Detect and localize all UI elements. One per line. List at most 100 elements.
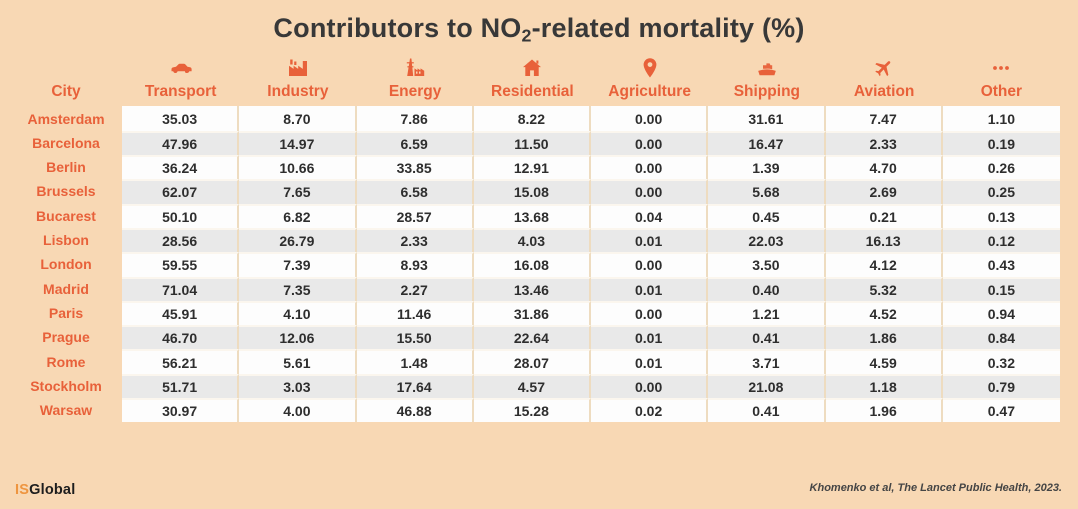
value-cell: 1.10	[942, 106, 1060, 131]
value-cell: 11.46	[356, 300, 474, 326]
city-label: Amsterdam	[27, 110, 105, 127]
logo-suffix: Global	[29, 482, 76, 498]
value-cell: 0.12	[942, 227, 1060, 253]
isglobal-logo: ISGlobal	[15, 482, 75, 498]
value-cell: 0.00	[591, 373, 709, 399]
table-row: Warsaw 30.97 4.00 46.88 15.28 0.02 0.41 1.96 0.4…	[10, 398, 1060, 423]
factory-icon	[285, 54, 311, 80]
table-row: Lisbon 28.56 26.79 2.33 4.03 0.01 22.03 16.13 0.…	[10, 227, 1060, 253]
column-header-label: Transport	[144, 83, 217, 101]
city-label: Lisbon	[43, 232, 89, 249]
value-cell: 50.10	[122, 203, 240, 228]
value-cell: 31.86	[473, 300, 591, 326]
value-cell: 3.71	[708, 349, 826, 374]
car-icon	[168, 54, 194, 80]
value-cell: 0.40	[708, 276, 826, 301]
value-cell: 7.35	[239, 276, 357, 301]
value-cell: 4.00	[239, 398, 357, 423]
value-cell: 7.65	[239, 179, 357, 204]
column-header-label: Energy	[388, 83, 442, 101]
city-label: Prague	[42, 329, 90, 346]
value-cell: 0.45	[708, 203, 826, 228]
column-header-agriculture: Agriculture	[591, 54, 708, 104]
value-cell: 1.18	[825, 373, 943, 399]
value-cell: 0.01	[591, 227, 709, 253]
value-cell: 17.64	[356, 373, 474, 399]
value-cell: 16.47	[708, 130, 826, 156]
value-cell: 5.68	[708, 179, 826, 204]
value-cell: 56.21	[122, 349, 240, 374]
value-cell: 2.69	[825, 179, 943, 204]
value-cell: 0.00	[591, 179, 709, 204]
table-row: Brussels 62.07 7.65 6.58 15.08 0.00 5.68 2.69 0.…	[10, 179, 1060, 204]
value-cell: 0.00	[591, 155, 709, 180]
value-cell: 2.33	[356, 227, 474, 253]
value-cell: 0.13	[942, 203, 1060, 228]
value-cell: 0.01	[591, 276, 709, 301]
value-cell: 12.91	[473, 155, 591, 180]
value-cell: 6.82	[239, 203, 357, 228]
city-label: Madrid	[43, 280, 89, 297]
value-cell: 46.70	[122, 325, 240, 350]
table-row: Prague 46.70 12.06 15.50 22.64 0.01 0.41 1.86 0.…	[10, 325, 1060, 350]
value-cell: 15.08	[473, 179, 591, 204]
column-header-label: Other	[980, 83, 1023, 101]
value-cell: 1.86	[825, 325, 943, 350]
ellipsis-icon	[988, 54, 1014, 80]
value-cell: 0.79	[942, 373, 1060, 399]
value-cell: 35.03	[122, 106, 240, 131]
table-body: Amsterdam 35.03 8.70 7.86 8.22 0.00 31.61 7.47 1…	[10, 106, 1060, 423]
title-prefix: Contributors to NO	[273, 13, 522, 43]
value-cell: 4.57	[473, 373, 591, 399]
column-header-transport: Transport	[122, 54, 239, 104]
value-cell: 46.88	[356, 398, 474, 423]
table-header: City Transport Industry Energy Residenti	[10, 54, 1060, 104]
value-cell: 5.61	[239, 349, 357, 374]
table-row: London 59.55 7.39 8.93 16.08 0.00 3.50 4.12 0.43	[10, 252, 1060, 277]
value-cell: 4.59	[825, 349, 943, 374]
city-label: London	[40, 256, 92, 273]
column-header-label: Agriculture	[608, 83, 691, 101]
city-label: Paris	[48, 304, 84, 321]
house-icon	[519, 54, 545, 80]
value-cell: 51.71	[122, 373, 240, 399]
value-cell: 7.47	[825, 106, 943, 131]
value-cell: 0.01	[591, 349, 709, 374]
table-row: Paris 45.91 4.10 11.46 31.86 0.00 1.21 4.52 0.94	[10, 300, 1060, 326]
ship-icon	[754, 54, 780, 80]
value-cell: 1.21	[708, 300, 826, 326]
value-cell: 0.02	[591, 398, 709, 423]
value-cell: 36.24	[122, 155, 240, 180]
column-header-aviation: Aviation	[826, 54, 943, 104]
column-header-label: Shipping	[733, 83, 801, 101]
value-cell: 3.50	[708, 252, 826, 277]
column-header-other: Other	[943, 54, 1060, 104]
value-cell: 0.00	[591, 130, 709, 156]
logo-prefix: IS	[15, 482, 30, 498]
column-header-label: Industry	[267, 83, 329, 101]
value-cell: 47.96	[122, 130, 240, 156]
city-label: Berlin	[46, 159, 86, 176]
value-cell: 15.50	[356, 325, 474, 350]
page-title: Contributors to NO2-related mortality (%…	[0, 0, 1078, 46]
value-cell: 0.21	[825, 203, 943, 228]
value-cell: 0.26	[942, 155, 1060, 180]
value-cell: 33.85	[356, 155, 474, 180]
value-cell: 59.55	[122, 252, 240, 277]
title-subscript: 2	[521, 25, 532, 46]
value-cell: 0.00	[591, 300, 709, 326]
value-cell: 12.06	[239, 325, 357, 350]
table-row: Amsterdam 35.03 8.70 7.86 8.22 0.00 31.61 7.47 1…	[10, 106, 1060, 131]
value-cell: 6.59	[356, 130, 474, 156]
value-cell: 45.91	[122, 300, 240, 326]
value-cell: 0.15	[942, 276, 1060, 301]
value-cell: 4.03	[473, 227, 591, 253]
table-row: Stockholm 51.71 3.03 17.64 4.57 0.00 21.08 1.18…	[10, 373, 1060, 399]
value-cell: 62.07	[122, 179, 240, 204]
value-cell: 11.50	[473, 130, 591, 156]
value-cell: 71.04	[122, 276, 240, 301]
value-cell: 4.52	[825, 300, 943, 326]
column-header-city: City	[10, 83, 122, 104]
value-cell: 1.48	[356, 349, 474, 374]
